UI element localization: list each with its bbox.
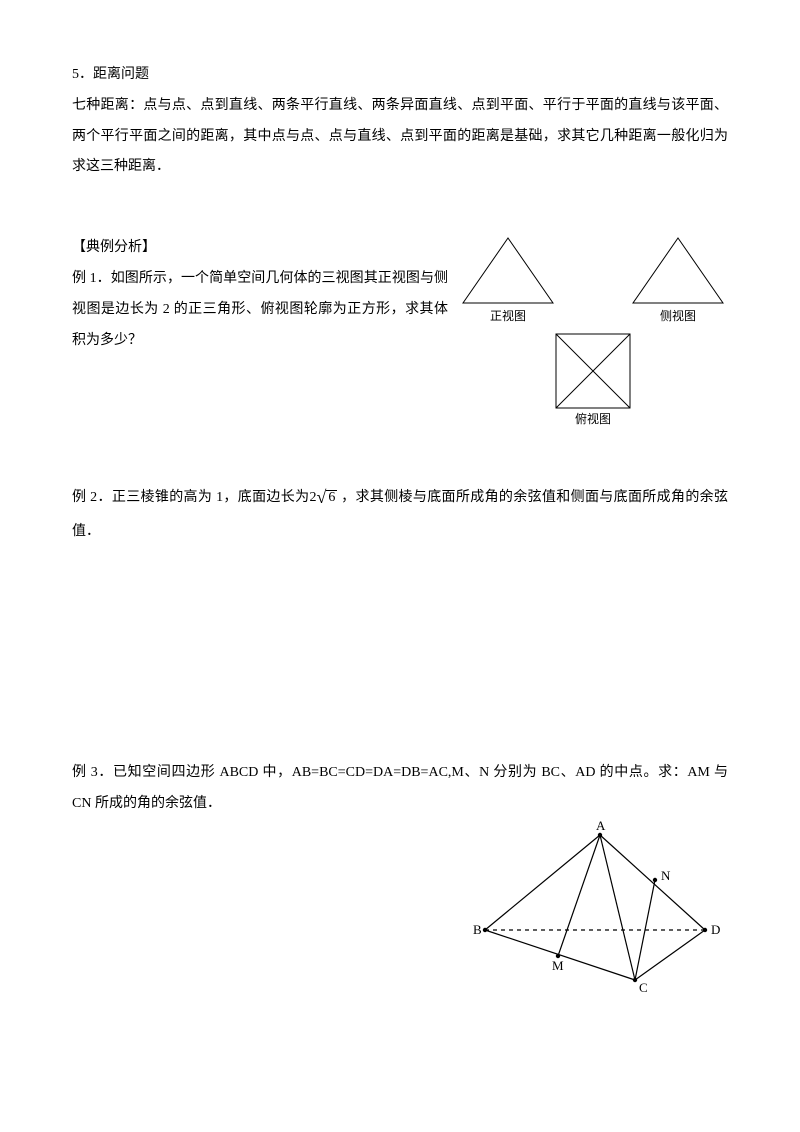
- section-5-heading: 5．距离问题: [72, 60, 728, 91]
- side-view-label: 侧视图: [660, 308, 696, 325]
- example-3-figure: A B C D M N: [470, 820, 720, 1008]
- svg-text:C: C: [639, 980, 648, 995]
- svg-text:M: M: [552, 958, 564, 973]
- svg-text:N: N: [661, 868, 671, 883]
- example-3-text: 例 3．已知空间四边形 ABCD 中，AB=BC=CD=DA=DB=AC,M、N…: [72, 758, 728, 820]
- side-view-triangle: [628, 233, 728, 308]
- three-views-figure: 正视图 侧视图 俯视图: [458, 233, 728, 428]
- svg-text:D: D: [711, 922, 720, 937]
- top-view-square: [553, 331, 633, 411]
- section-5-paragraph: 七种距离：点与点、点到直线、两条平行直线、两条异面直线、点到平面、平行于平面的直…: [72, 91, 728, 183]
- front-view-triangle: [458, 233, 558, 308]
- front-view-label: 正视图: [490, 308, 526, 325]
- examples-heading: 【典例分析】: [72, 233, 448, 264]
- ex2-formula: 2√6: [309, 490, 337, 505]
- example-2-text: 例 2．正三棱锥的高为 1，底面边长为2√6 ，求其侧棱与底面所成角的余弦值和侧…: [72, 478, 728, 548]
- top-view-label: 俯视图: [575, 411, 611, 428]
- example-1-text: 例 1．如图所示，一个简单空间几何体的三视图其正视图与侧视图是边长为 2 的正三…: [72, 264, 448, 356]
- ex2-pre: 例 2．正三棱锥的高为 1，底面边长为: [72, 490, 309, 505]
- svg-text:A: A: [596, 820, 606, 833]
- svg-text:B: B: [473, 922, 482, 937]
